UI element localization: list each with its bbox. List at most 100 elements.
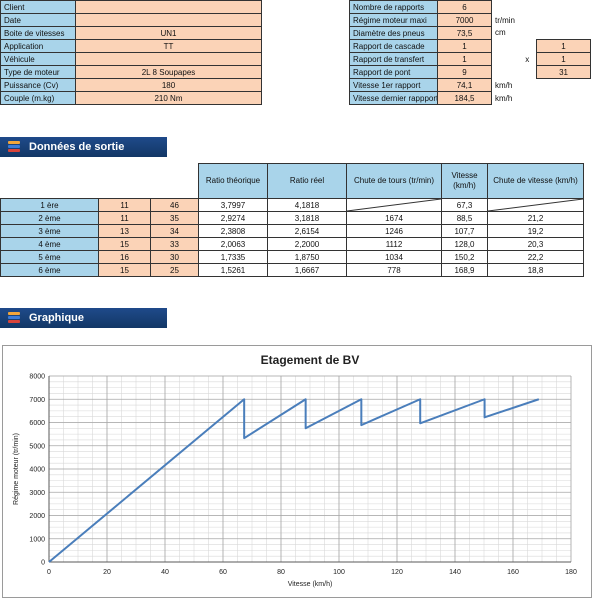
- input-row: Client: [0, 0, 262, 14]
- param-extra-value[interactable]: 1: [535, 39, 592, 53]
- chute-vitesse: [487, 198, 584, 212]
- param-extra-value[interactable]: 31: [535, 65, 592, 79]
- param-spacer: [491, 39, 519, 53]
- header-vitesse: Vitesse (km/h): [441, 163, 488, 199]
- ratio-reel: 2,2000: [267, 237, 347, 251]
- vitesse: 67,3: [441, 198, 488, 212]
- param-value[interactable]: 74,1: [437, 78, 492, 92]
- param-value[interactable]: 184,5: [437, 91, 492, 105]
- gear-teeth-b[interactable]: 35: [150, 211, 199, 225]
- input-value[interactable]: UN1: [75, 26, 262, 40]
- param-operator: [518, 39, 537, 53]
- gear-teeth-b[interactable]: 25: [150, 263, 199, 277]
- input-row: Couple (m.kg) 210 Nm: [0, 91, 262, 105]
- param-value[interactable]: 1: [437, 39, 492, 53]
- param-label: Rapport de transfert: [349, 52, 438, 66]
- gear-row: 6 ème 15 25 1,5261 1,6667 778 168,9 18,8: [0, 263, 584, 277]
- param-value[interactable]: 6: [437, 0, 492, 14]
- y-tick-label: 0: [41, 560, 45, 567]
- param-operator: x: [518, 52, 537, 66]
- param-spacer: [491, 65, 519, 79]
- x-tick-label: 20: [103, 569, 111, 576]
- output-section-banner: Données de sortie: [0, 137, 167, 157]
- x-tick-label: 80: [277, 569, 285, 576]
- input-value[interactable]: 2L 8 Soupapes: [75, 65, 262, 79]
- output-section-title: Données de sortie: [29, 141, 125, 153]
- param-value[interactable]: 1: [437, 52, 492, 66]
- x-tick-label: 40: [161, 569, 169, 576]
- input-value[interactable]: [75, 52, 262, 66]
- diagonal-line: [347, 199, 441, 211]
- input-label: Client: [0, 0, 76, 14]
- input-table-right: Nombre de rapports 6 Régime moteur maxi 700…: [349, 0, 592, 105]
- param-extra-value[interactable]: 1: [535, 52, 592, 66]
- graph-section-banner: Graphique: [0, 308, 167, 328]
- input-value[interactable]: TT: [75, 39, 262, 53]
- param-unit: km/h: [491, 78, 591, 92]
- x-tick-label: 180: [565, 569, 577, 576]
- gear-teeth-a[interactable]: 13: [98, 224, 151, 238]
- param-value[interactable]: 73,5: [437, 26, 492, 40]
- vitesse: 150,2: [441, 250, 488, 264]
- gear-label: 2 ème: [0, 211, 99, 225]
- vitesse: 128,0: [441, 237, 488, 251]
- input-value[interactable]: [75, 0, 262, 14]
- param-row: Vitesse 1er rapport 74,1 km/h: [349, 78, 591, 92]
- x-tick-label: 100: [333, 569, 345, 576]
- gear-label: 4 ème: [0, 237, 99, 251]
- param-value[interactable]: 7000: [437, 13, 492, 27]
- gear-teeth-b[interactable]: 30: [150, 250, 199, 264]
- gear-teeth-a[interactable]: 15: [98, 237, 151, 251]
- gear-teeth-a[interactable]: 15: [98, 263, 151, 277]
- y-tick-label: 1000: [29, 536, 45, 543]
- chute-tours: 1246: [346, 224, 442, 238]
- chute-tours: 1112: [346, 237, 442, 251]
- ratio-theorique: 2,0063: [198, 237, 268, 251]
- param-row: Nombre de rapports 6: [349, 0, 591, 14]
- y-tick-label: 4000: [29, 467, 45, 474]
- gear-teeth-b[interactable]: 34: [150, 224, 199, 238]
- diagonal-line: [488, 199, 583, 211]
- input-value[interactable]: 210 Nm: [75, 91, 262, 105]
- series-line: [48, 398, 540, 563]
- x-tick-label: 140: [449, 569, 461, 576]
- input-label: Couple (m.kg): [0, 91, 76, 105]
- gear-row: 4 ème 15 33 2,0063 2,2000 1112 128,0 20,3: [0, 237, 584, 251]
- input-value[interactable]: [75, 13, 262, 27]
- input-row: Type de moteur 2L 8 Soupapes: [0, 65, 262, 79]
- param-value[interactable]: 9: [437, 65, 492, 79]
- gear-teeth-a[interactable]: 11: [98, 211, 151, 225]
- gear-teeth-a[interactable]: 16: [98, 250, 151, 264]
- x-tick-label: 60: [219, 569, 227, 576]
- param-row: Rapport de cascade 1 1: [349, 39, 592, 53]
- gear-label: 5 ème: [0, 250, 99, 264]
- param-label: Rapport de cascade: [349, 39, 438, 53]
- gear-teeth-b[interactable]: 46: [150, 198, 199, 212]
- ratio-theorique: 1,7335: [198, 250, 268, 264]
- y-tick-label: 2000: [29, 513, 45, 520]
- input-label: Date: [0, 13, 76, 27]
- chute-vitesse: 19,2: [487, 224, 584, 238]
- param-row: Régime moteur maxi 7000 tr/min: [349, 13, 591, 27]
- chute-vitesse: 22,2: [487, 250, 584, 264]
- param-row: Rapport de transfert 1 x 1: [349, 52, 592, 66]
- param-spacer: [491, 0, 591, 14]
- input-row: Véhicule: [0, 52, 262, 66]
- param-label: Régime moteur maxi: [349, 13, 438, 27]
- chute-tours: [346, 198, 442, 212]
- y-tick-label: 7000: [29, 397, 45, 404]
- input-row: Boite de vitesses UN1: [0, 26, 262, 40]
- input-value[interactable]: 180: [75, 78, 262, 92]
- param-spacer: [491, 52, 519, 66]
- ratio-reel: 4,1818: [267, 198, 347, 212]
- chute-vitesse: 20,3: [487, 237, 584, 251]
- gear-row: 2 ème 11 35 2,9274 3,1818 1674 88,5 21,2: [0, 211, 584, 225]
- gear-label: 1 ère: [0, 198, 99, 212]
- gear-label: 3 ème: [0, 224, 99, 238]
- gear-teeth-b[interactable]: 33: [150, 237, 199, 251]
- ratio-reel: 1,8750: [267, 250, 347, 264]
- chute-vitesse: 21,2: [487, 211, 584, 225]
- input-row: Puissance (Cv) 180: [0, 78, 262, 92]
- gear-teeth-a[interactable]: 11: [98, 198, 151, 212]
- x-tick-label: 0: [47, 569, 51, 576]
